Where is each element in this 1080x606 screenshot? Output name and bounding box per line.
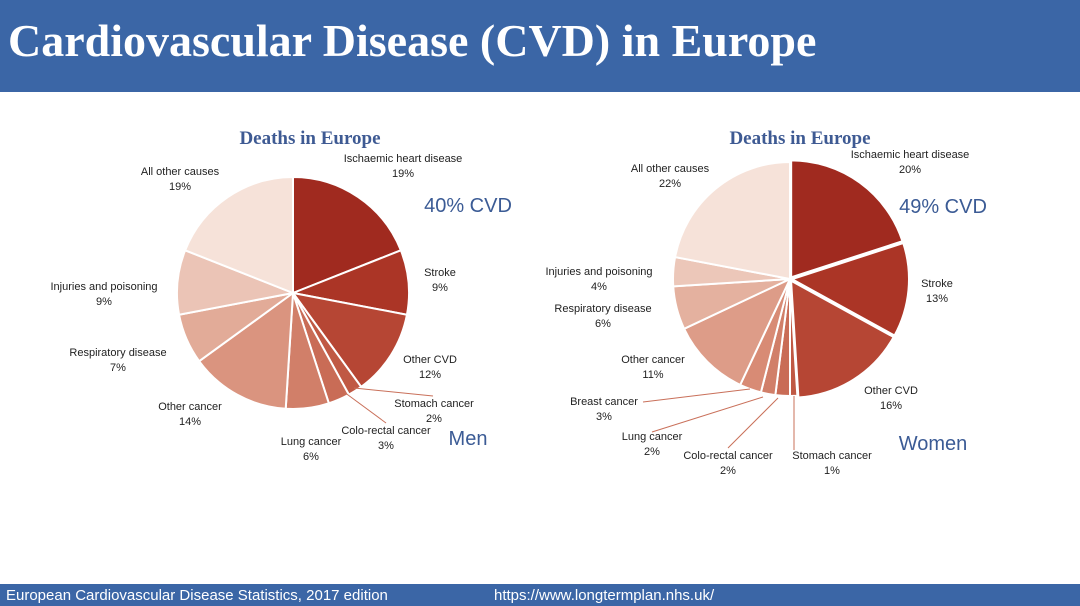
women-label-injuries-and-poisoning: Injuries and poisoning xyxy=(545,266,652,278)
women-value-breast-cancer: 3% xyxy=(596,411,612,423)
women-label-stroke: Stroke xyxy=(921,278,953,290)
women-value-respiratory-disease: 6% xyxy=(595,318,611,330)
men-label-stroke: Stroke xyxy=(424,267,456,279)
men-slice-ischaemic-heart-disease xyxy=(292,175,403,295)
men-value-stroke: 9% xyxy=(432,282,448,294)
men-slice-all-other-causes xyxy=(183,175,294,295)
women-value-all-other-causes: 22% xyxy=(659,178,681,190)
women-value-ischaemic-heart-disease: 20% xyxy=(899,164,921,176)
women-value-stroke: 13% xyxy=(926,293,948,305)
men-value-other-cancer: 14% xyxy=(179,416,201,428)
men-label-lung-cancer: Lung cancer xyxy=(281,436,342,448)
source-citation: European Cardiovascular Disease Statisti… xyxy=(6,587,388,604)
men-label-all-other-causes: All other causes xyxy=(141,166,220,178)
women-chart-title: Deaths in Europe xyxy=(729,128,870,149)
men-value-all-other-causes: 19% xyxy=(169,181,191,193)
women-group-label: Women xyxy=(899,433,968,455)
men-leader-line-colo-rectal-cancer xyxy=(343,391,387,424)
men-label-ischaemic-heart-disease: Ischaemic heart disease xyxy=(344,153,463,165)
women-slice-other-cvd xyxy=(789,278,895,399)
women-value-colo-rectal-cancer: 2% xyxy=(720,465,736,477)
footer-bar: European Cardiovascular Disease Statisti… xyxy=(0,584,1080,606)
men-leader-line-stomach-cancer xyxy=(353,387,434,397)
men-slice-other-cvd xyxy=(290,291,409,389)
women-label-all-other-causes: All other causes xyxy=(631,163,710,175)
women-label-colo-rectal-cancer: Colo-rectal cancer xyxy=(683,450,773,462)
men-pie-chart: Deaths in Europe 40% CVD Men Ischaemic h… xyxy=(50,128,511,463)
women-label-ischaemic-heart-disease: Ischaemic heart disease xyxy=(851,149,970,161)
men-label-respiratory-disease: Respiratory disease xyxy=(69,347,166,359)
women-slice-other-cancer xyxy=(682,276,793,387)
women-slice-all-other-causes xyxy=(673,160,791,281)
men-group-label: Men xyxy=(449,428,488,450)
women-leader-line-lung-cancer xyxy=(651,396,764,433)
women-leader-line-colo-rectal-cancer xyxy=(727,397,779,449)
men-value-stomach-cancer: 2% xyxy=(426,413,442,425)
women-value-stomach-cancer: 1% xyxy=(824,465,840,477)
charts-area: Deaths in Europe 40% CVD Men Ischaemic h… xyxy=(50,128,986,477)
men-value-respiratory-disease: 7% xyxy=(110,362,126,374)
women-label-other-cvd: Other CVD xyxy=(864,385,918,397)
women-cvd-callout: 49% CVD xyxy=(899,196,987,218)
men-label-colo-rectal-cancer: Colo-rectal cancer xyxy=(341,425,431,437)
men-slice-other-cancer xyxy=(197,290,295,410)
women-slice-stroke xyxy=(789,241,910,337)
men-chart-title: Deaths in Europe xyxy=(239,128,380,149)
men-label-stomach-cancer: Stomach cancer xyxy=(394,398,474,410)
women-value-lung-cancer: 2% xyxy=(644,446,660,458)
source-link[interactable]: https://www.longtermplan.nhs.uk/ xyxy=(494,587,715,604)
women-value-other-cancer: 11% xyxy=(642,369,663,381)
women-pie-chart: Deaths in Europe 49% CVD Women Ischaemic… xyxy=(545,128,986,477)
men-label-other-cvd: Other CVD xyxy=(403,354,457,366)
women-label-breast-cancer: Breast cancer xyxy=(570,396,638,408)
men-value-ischaemic-heart-disease: 19% xyxy=(392,168,414,180)
women-value-other-cvd: 16% xyxy=(880,400,902,412)
women-label-stomach-cancer: Stomach cancer xyxy=(792,450,872,462)
title-bar: Cardiovascular Disease (CVD) in Europe xyxy=(0,0,1080,92)
men-value-colo-rectal-cancer: 3% xyxy=(378,440,394,452)
men-value-lung-cancer: 6% xyxy=(303,451,319,463)
women-label-lung-cancer: Lung cancer xyxy=(622,431,683,443)
men-label-other-cancer: Other cancer xyxy=(158,401,222,413)
women-slice-ischaemic-heart-disease xyxy=(790,159,904,279)
men-value-injuries-and-poisoning: 9% xyxy=(96,296,112,308)
men-label-injuries-and-poisoning: Injuries and poisoning xyxy=(50,281,157,293)
page-title: Cardiovascular Disease (CVD) in Europe xyxy=(8,15,817,66)
men-value-other-cvd: 12% xyxy=(419,369,441,381)
men-cvd-callout: 40% CVD xyxy=(424,195,512,217)
women-leader-line-breast-cancer xyxy=(642,388,751,403)
women-label-respiratory-disease: Respiratory disease xyxy=(554,303,651,315)
women-value-injuries-and-poisoning: 4% xyxy=(591,281,607,293)
women-label-other-cancer: Other cancer xyxy=(621,354,685,366)
